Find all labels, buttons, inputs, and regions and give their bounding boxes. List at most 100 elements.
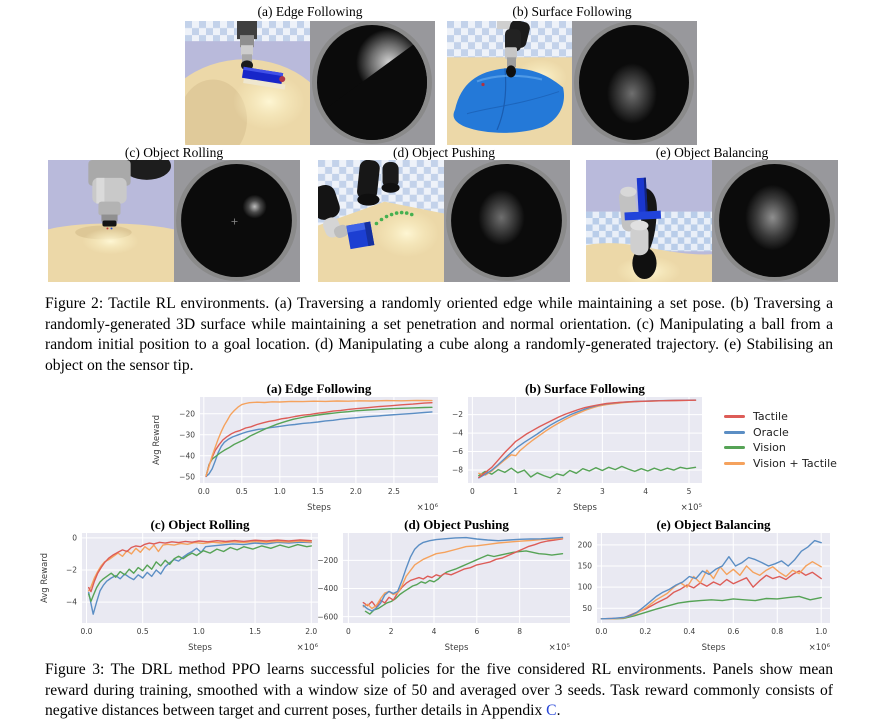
x-tick-label: 1 — [513, 487, 518, 496]
figure2-panel-object-balancing — [586, 160, 838, 282]
figure2-caption: Figure 2: Tactile RL environments. (a) T… — [45, 294, 833, 376]
y-tick-label: −40 — [179, 451, 195, 460]
y-tick-label: −20 — [179, 409, 195, 418]
series-line-vision — [478, 465, 697, 479]
x-axis-label: Steps — [445, 643, 469, 653]
tactile-image-object-pushing — [444, 160, 570, 282]
series-line-vision — [205, 406, 433, 477]
x-tick-label: 2.5 — [388, 487, 400, 496]
x-tick-label: 2.0 — [305, 627, 317, 636]
y-tick-label: −8 — [452, 466, 463, 475]
series-line-oracle — [600, 539, 822, 620]
x-scale-label: ×10⁵ — [681, 503, 702, 513]
x-scale-label: ×10⁶ — [417, 503, 439, 513]
figure2-panel-object-pushing — [318, 160, 570, 282]
chart-title: (a) Edge Following — [267, 383, 372, 396]
y-tick-label: 100 — [578, 583, 593, 592]
appendix-c-link[interactable]: C — [546, 702, 557, 720]
x-axis-label: Steps — [188, 643, 212, 653]
figure3-caption: Figure 3: The DRL method PPO learns succ… — [45, 660, 833, 722]
legend-entry-oracle: Oracle — [724, 425, 874, 441]
legend-entry-vision: Vision — [724, 440, 874, 456]
y-tick-label: −4 — [66, 598, 77, 607]
x-tick-label: 1.0 — [274, 487, 286, 496]
chart-object-balancing: 0.0 0.2 0.4 0.6 0.8 1.0 50 100 150 200 (e) Object … — [578, 519, 831, 653]
chart-object-rolling: 0.0 0.5 1.0 1.5 2.0 0 −2 −4 (c) Object Rolling St… — [40, 519, 319, 653]
x-tick-label: 0.6 — [727, 627, 739, 636]
chart-title: (b) Surface Following — [525, 383, 645, 396]
y-tick-label: 200 — [578, 540, 593, 549]
plot-area — [200, 397, 438, 483]
blue-surface-object — [453, 68, 565, 133]
x-tick-label: 0 — [346, 627, 351, 636]
x-tick-label: 1.0 — [815, 627, 827, 636]
panel-label-edge-following: (a) Edge Following — [257, 4, 363, 19]
tactile-image-surface-following — [572, 21, 697, 145]
y-tick-label: −600 — [317, 612, 338, 621]
x-tick-label: 0.5 — [236, 487, 248, 496]
vision-tactile-line-swatch — [724, 461, 745, 465]
y-tick-label: −30 — [179, 430, 195, 439]
x-tick-label: 2 — [389, 627, 394, 636]
figure2-panel-surface-following — [447, 21, 697, 145]
series-line-vision — [88, 543, 312, 603]
y-tick-label: −200 — [317, 556, 338, 565]
x-tick-label: 2.0 — [350, 487, 362, 496]
plot-area — [468, 397, 702, 483]
figure3-caption-period: . — [556, 702, 561, 720]
y-axis-label: Avg Reward — [40, 553, 50, 603]
figure2-panel-edge-following — [185, 21, 435, 145]
x-tick-label: 0 — [470, 487, 475, 496]
x-axis-label: Steps — [307, 503, 331, 513]
tactile-image-object-balancing — [712, 160, 838, 282]
x-tick-label: 4 — [432, 627, 437, 636]
legend-label-vision: Vision — [753, 441, 786, 455]
series-line-tactile — [600, 570, 822, 620]
x-scale-label: ×10⁵ — [549, 643, 570, 653]
series-line-vision — [600, 595, 822, 620]
panel-label-surface-following: (b) Surface Following — [512, 4, 632, 19]
sim-render-surface-following — [447, 21, 572, 145]
goal-cross-marker — [231, 218, 238, 225]
figure2-caption-text: Figure 2: Tactile RL environments. (a) T… — [45, 295, 833, 374]
chart-surface-following: 0 1 2 3 4 5 −2 −4 −6 −8 (b) Surface Following Steps… — [452, 383, 702, 513]
goal-trajectory-dots — [374, 210, 414, 226]
legend-label-tactile: Tactile — [753, 410, 788, 424]
series-line-oracle — [205, 411, 433, 478]
series-line-tactile — [205, 402, 433, 478]
chart-title: (e) Object Balancing — [656, 519, 771, 532]
blue-cube-object — [346, 221, 375, 250]
x-tick-label: 5 — [687, 487, 692, 496]
x-tick-label: 0.4 — [683, 627, 695, 636]
legend-entry-vision-tactile: Vision + Tactile — [724, 456, 874, 472]
series-line-oracle — [362, 536, 564, 612]
y-tick-label: −4 — [452, 429, 463, 438]
chart-object-pushing: 0 2 4 6 8 −200 −400 −600 (d) Object Pushing Steps… — [317, 519, 570, 653]
legend-entry-tactile: Tactile — [724, 409, 874, 425]
series-line-vision_tactile — [362, 537, 564, 610]
sim-render-edge-following — [185, 21, 310, 145]
x-tick-label: 0.2 — [639, 627, 651, 636]
x-tick-label: 0.5 — [137, 627, 149, 636]
x-tick-label: 1.5 — [312, 487, 324, 496]
plot-area — [343, 533, 570, 623]
series-line-tactile — [362, 538, 564, 608]
x-tick-label: 3 — [600, 487, 605, 496]
x-scale-label: ×10⁶ — [809, 643, 831, 653]
y-tick-label: −2 — [452, 410, 463, 419]
y-axis-label: Avg Reward — [152, 415, 162, 465]
figure2-panel-object-rolling — [48, 160, 300, 282]
series-line-tactile — [478, 399, 697, 479]
series-line-vision_tactile — [205, 399, 433, 477]
tactile-line-swatch — [724, 415, 745, 419]
chart-edge-following: 0.0 0.5 1.0 1.5 2.0 2.5 −20 −30 −40 −50 (a) Edge F… — [152, 383, 439, 513]
y-tick-label: −2 — [66, 566, 77, 575]
x-axis-label: Steps — [702, 643, 726, 653]
blue-edge-object — [241, 66, 286, 90]
y-tick-label: 50 — [582, 604, 592, 613]
sim-render-object-balancing — [586, 160, 712, 282]
y-tick-label: −400 — [317, 584, 338, 593]
x-axis-label: Steps — [573, 503, 597, 513]
y-tick-label: −6 — [452, 447, 463, 456]
